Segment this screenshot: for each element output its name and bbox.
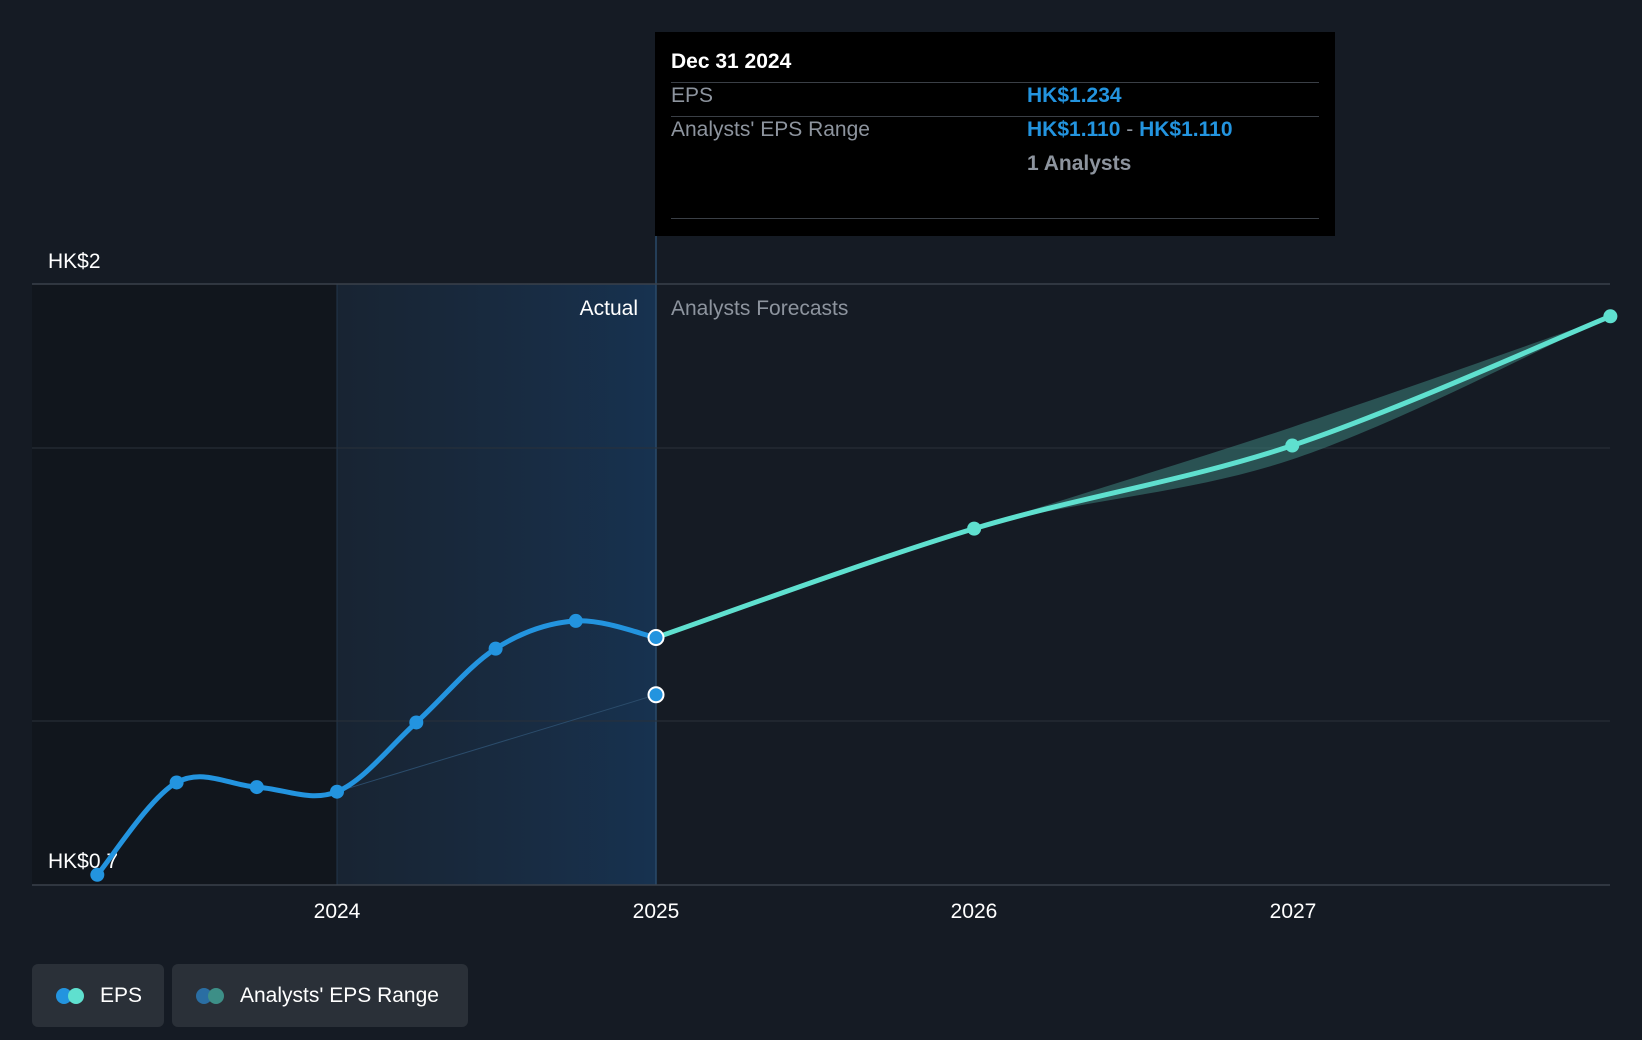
legend-range-button[interactable]: Analysts' EPS Range — [172, 964, 468, 1027]
tooltip-eps-label: EPS — [671, 84, 714, 107]
eps-forecast-point — [1603, 309, 1618, 324]
eps-actual-point — [488, 641, 503, 656]
eps-forecast-point — [967, 521, 982, 536]
points-layer — [90, 309, 1618, 882]
tooltip: Dec 31 2024 EPS HK$1.234 Analysts' EPS R… — [655, 32, 1335, 236]
tooltip-date: Dec 31 2024 — [671, 50, 792, 73]
legend-range-label: Analysts' EPS Range — [240, 983, 439, 1007]
eps-actual-point — [90, 867, 105, 882]
legend-eps-label: EPS — [100, 983, 143, 1007]
x-tick-2025: 2025 — [633, 900, 680, 923]
x-tick-2024: 2024 — [314, 900, 361, 923]
eps-forecast-line — [653, 313, 1613, 641]
eps-forecast-point — [1285, 438, 1300, 453]
tooltip-range-low: HK$1.110 — [1027, 118, 1121, 141]
tooltip-range-label: Analysts' EPS Range — [671, 118, 870, 141]
tooltip-divider — [671, 116, 1319, 117]
eps-actual-point — [249, 780, 264, 795]
estimate-connector — [336, 694, 657, 793]
pre-period-band — [32, 284, 337, 885]
eps-actual-point — [409, 715, 424, 730]
forecast-label: Analysts Forecasts — [671, 297, 848, 320]
eps-legend-icon — [56, 987, 88, 1004]
analyst-estimate-point — [647, 686, 665, 704]
tooltip-range-separator: - — [1126, 118, 1134, 141]
eps-actual-point — [330, 784, 344, 799]
x-tick-2026: 2026 — [951, 900, 998, 923]
actual-period-band — [337, 284, 656, 885]
actual-label: Actual — [580, 297, 638, 320]
tooltip-eps-value: HK$1.234 — [1027, 84, 1122, 107]
x-tick-2027: 2027 — [1270, 900, 1317, 923]
legend-eps-button[interactable]: EPS — [32, 964, 164, 1027]
eps-actual-point — [568, 613, 583, 628]
range-legend-icon — [196, 987, 228, 1004]
tooltip-range-value: HK$1.110 - HK$1.110 — [1027, 118, 1233, 142]
tooltip-divider — [671, 82, 1319, 83]
tooltip-range-high: HK$1.110 — [1139, 118, 1233, 141]
eps-actual-point — [169, 775, 184, 790]
eps-actual-point — [647, 629, 665, 647]
tooltip-analysts-count: 1 Analysts — [1027, 152, 1132, 175]
tooltip-divider — [671, 218, 1319, 219]
y-label-top: HK$2 — [48, 250, 101, 273]
